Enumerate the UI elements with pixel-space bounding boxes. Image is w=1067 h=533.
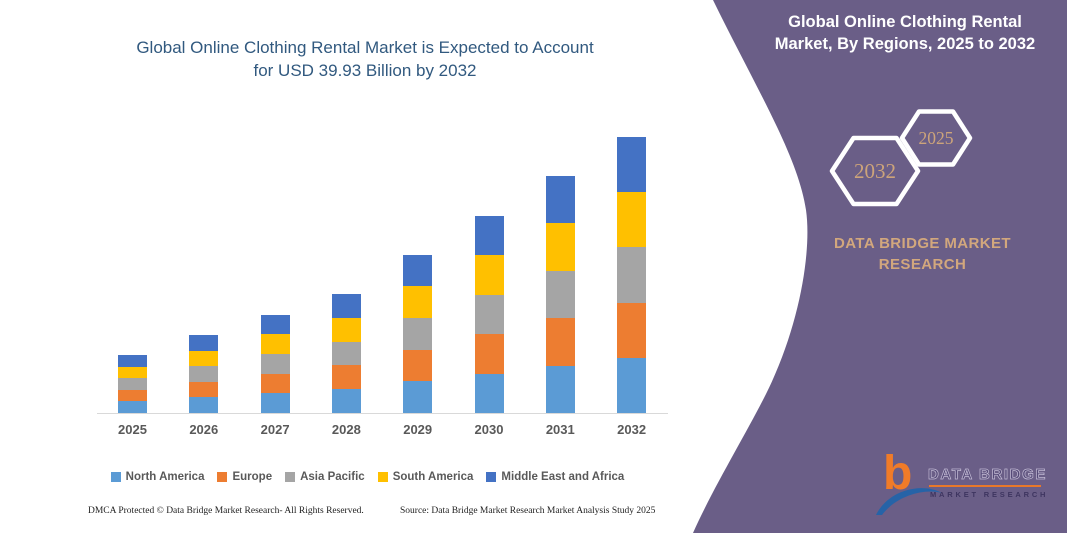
plot-area [97,100,668,413]
legend-swatch-icon [486,472,497,482]
bar-segment-2027-middle-east-and-africa [260,314,290,335]
panel-title-line1: Global Online Clothing Rental [788,13,1022,31]
bar-segment-2032-south-america [617,192,647,248]
chart-legend: North America Europe Asia Pacific South Ame… [60,471,675,483]
bar-segment-2028-north-america [331,389,361,413]
bar-segment-2030-south-america [474,255,504,295]
bar-segment-2027-north-america [260,393,290,413]
logo-swoosh-icon [876,488,942,515]
bar-segment-2030-europe [474,334,504,374]
hexagon-2032-label: 2032 [854,159,896,183]
brand-wordmark: DATA BRIDGE MARKET RESEARCH [790,233,1055,275]
purple-panel-shape [693,0,1067,533]
bar-segment-2030-north-america [474,373,504,413]
bar-segment-2029-asia-pacific [403,318,433,350]
bar-segment-2031-middle-east-and-africa [545,175,575,224]
legend-label: South America [392,471,474,483]
legend-item-middle-east-and-africa: Middle East and Africa [486,471,624,483]
bar-segment-2032-asia-pacific [617,247,647,303]
bar-segment-2030-middle-east-and-africa [474,216,504,256]
x-axis-label-2028: 2028 [331,422,361,437]
brand-line1: DATA BRIDGE MARKET [834,235,1011,252]
x-axis-label-2027: 2027 [260,422,290,437]
bar-segment-2025-middle-east-and-africa [118,354,147,367]
bar-segment-2031-north-america [545,365,575,413]
legend-item-north-america: North America [110,471,205,483]
panel-title: Global Online Clothing Rental Market, By… [752,11,1058,55]
x-axis-line [97,413,668,414]
legend-swatch-icon [217,472,228,482]
legend-label: North America [125,471,205,483]
panel-title-line2: Market, By Regions, 2025 to 2032 [774,35,1036,53]
bar-segment-2032-middle-east-and-africa [617,136,647,193]
brand-line2: RESEARCH [878,256,967,273]
bar-segment-2026-europe [189,381,219,398]
bar-segment-2030-asia-pacific [474,294,504,335]
legend-item-asia-pacific: Asia Pacific [285,471,365,483]
bar-segment-2031-asia-pacific [545,270,575,319]
bar-segment-2028-south-america [331,317,361,342]
legend-swatch-icon [110,472,121,482]
chart-title-line2: for USD 39.93 Billion by 2032 [253,61,477,80]
legend-swatch-icon [377,472,388,482]
dmca-footer-text: DMCA Protected © Data Bridge Market Rese… [88,506,364,516]
logo-name-data-bridge: DATA BRIDGE [928,466,1047,484]
bar-segment-2027-europe [260,373,290,394]
bar-segment-2029-south-america [403,286,433,319]
bar-segment-2027-south-america [260,334,290,355]
hexagon-2032: 2032 [829,135,921,207]
bar-segment-2028-europe [331,365,361,390]
logo-name-market-research: MARKET RESEARCH [930,490,1049,499]
bar-segment-2029-europe [403,349,433,382]
chart-title: Global Online Clothing Rental Market is … [60,36,670,82]
bar-segment-2025-north-america [118,401,147,413]
x-axis-label-2029: 2029 [403,422,433,437]
legend-swatch-icon [285,472,296,482]
legend-label: Europe [232,471,273,483]
hexagon-2025-label: 2025 [919,128,954,148]
hexagon-2025: 2025 [899,109,973,167]
legend-label: Middle East and Africa [501,471,625,483]
x-axis-label-2031: 2031 [545,422,575,437]
legend-item-south-america: South America [377,471,474,483]
forecast-hexagons: 2025 2032 [829,109,973,207]
chart-title-line1: Global Online Clothing Rental Market is … [136,38,594,57]
bar-segment-2026-asia-pacific [189,366,219,382]
x-axis-label-2032: 2032 [617,422,647,437]
legend-item-europe: Europe [217,471,272,483]
data-bridge-logo: b DATA BRIDGE MARKET RESEARCH [873,450,1053,520]
bar-segment-2026-south-america [189,350,219,367]
bar-segment-2032-north-america [617,357,647,413]
bar-segment-2029-north-america [403,381,433,413]
bar-segment-2026-middle-east-and-africa [189,334,219,351]
bar-segment-2026-north-america [189,397,219,413]
logo-b-icon: b [883,447,913,500]
x-axis-label-2025: 2025 [118,422,147,437]
bar-segment-2025-asia-pacific [118,378,147,390]
bar-segment-2028-middle-east-and-africa [331,294,361,318]
source-footer-text: Source: Data Bridge Market Research Mark… [400,506,656,516]
x-axis-label-2026: 2026 [189,422,219,437]
bar-segment-2029-middle-east-and-africa [403,254,433,287]
bar-segment-2025-south-america [118,366,147,379]
bar-segment-2025-europe [118,389,147,402]
bar-segment-2028-asia-pacific [331,341,361,366]
bar-segment-2031-europe [545,318,575,366]
legend-label: Asia Pacific [300,471,365,483]
x-axis-label-2030: 2030 [474,422,504,437]
bar-segment-2027-asia-pacific [260,354,290,374]
bar-segment-2031-south-america [545,223,575,271]
bar-segment-2032-europe [617,302,647,358]
logo-underline [929,485,1041,487]
